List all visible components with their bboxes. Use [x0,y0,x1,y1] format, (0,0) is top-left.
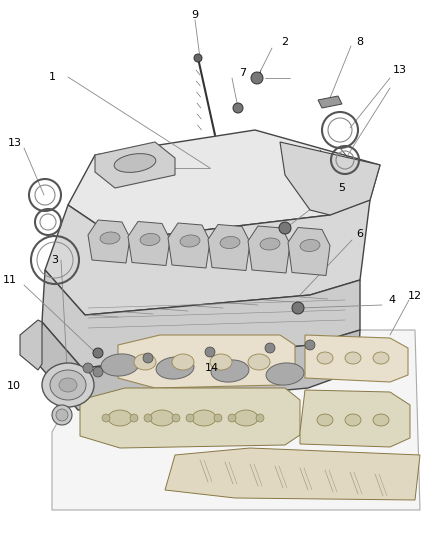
Polygon shape [42,270,360,368]
Text: 6: 6 [357,229,364,239]
Circle shape [93,348,103,358]
Ellipse shape [211,360,249,382]
Circle shape [172,414,180,422]
Polygon shape [305,335,408,382]
Ellipse shape [266,363,304,385]
Ellipse shape [317,352,333,364]
Polygon shape [20,320,42,370]
Text: 1: 1 [49,72,56,82]
Ellipse shape [59,378,77,392]
Text: 13: 13 [8,138,22,148]
Ellipse shape [373,414,389,426]
Polygon shape [88,220,130,263]
Circle shape [52,405,72,425]
Circle shape [279,222,291,234]
Ellipse shape [180,235,200,247]
Circle shape [256,414,264,422]
Ellipse shape [140,233,160,246]
Ellipse shape [260,238,280,250]
Ellipse shape [108,410,132,426]
Ellipse shape [317,414,333,426]
Polygon shape [38,322,360,410]
Circle shape [205,347,215,357]
Text: 3: 3 [52,255,59,265]
Circle shape [102,414,110,422]
Ellipse shape [192,410,216,426]
Text: 5: 5 [339,183,346,193]
Text: 9: 9 [191,10,198,20]
Ellipse shape [100,232,120,244]
Circle shape [194,54,202,62]
Text: 11: 11 [3,275,17,285]
Ellipse shape [134,354,156,370]
Ellipse shape [248,354,270,370]
Circle shape [265,343,275,353]
Ellipse shape [42,363,94,407]
Polygon shape [80,388,300,448]
Ellipse shape [50,370,86,400]
Circle shape [214,414,222,422]
Polygon shape [208,224,250,271]
Ellipse shape [114,154,156,172]
Text: 12: 12 [408,291,422,301]
Ellipse shape [101,354,139,376]
Text: 14: 14 [205,363,219,373]
Text: 2: 2 [282,37,289,47]
Polygon shape [165,448,420,500]
Polygon shape [288,228,330,276]
Circle shape [144,414,152,422]
Ellipse shape [345,414,361,426]
Circle shape [251,72,263,84]
Circle shape [143,353,153,363]
Polygon shape [45,200,370,315]
Polygon shape [280,142,380,215]
Text: 10: 10 [7,381,21,391]
Ellipse shape [300,239,320,252]
Ellipse shape [345,352,361,364]
Ellipse shape [373,352,389,364]
Circle shape [83,363,93,373]
Polygon shape [95,142,175,188]
Circle shape [233,103,243,113]
Text: 4: 4 [389,295,396,305]
Circle shape [56,409,68,421]
Circle shape [93,367,103,377]
Ellipse shape [210,354,232,370]
Circle shape [292,302,304,314]
Ellipse shape [156,357,194,379]
Polygon shape [68,130,380,240]
Polygon shape [318,96,342,108]
Circle shape [305,340,315,350]
Text: 8: 8 [357,37,364,47]
Polygon shape [300,390,410,447]
Ellipse shape [150,410,174,426]
Polygon shape [168,223,210,268]
Text: 7: 7 [240,68,247,78]
Ellipse shape [220,237,240,248]
Text: 13: 13 [393,65,407,75]
Polygon shape [128,222,170,265]
Circle shape [130,414,138,422]
Polygon shape [52,330,420,510]
Circle shape [228,414,236,422]
Circle shape [186,414,194,422]
Ellipse shape [234,410,258,426]
Polygon shape [248,226,290,273]
Polygon shape [118,335,295,388]
Ellipse shape [172,354,194,370]
